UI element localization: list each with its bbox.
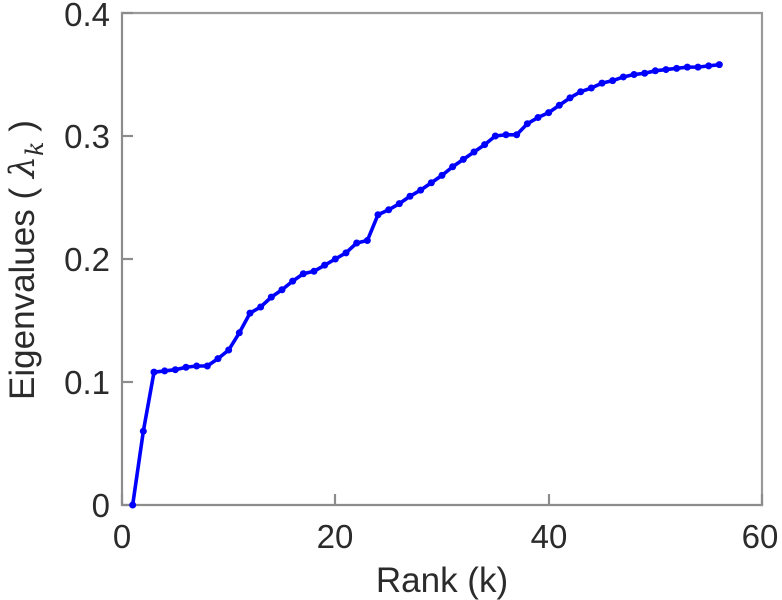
data-point (406, 192, 414, 200)
data-point (598, 79, 606, 87)
data-point (214, 355, 222, 363)
x-tick-label-60: 60 (742, 518, 779, 555)
data-point (630, 71, 638, 78)
y-tick-label-0: 0 (92, 487, 110, 524)
y-tick-marks (122, 11, 133, 507)
data-point (534, 114, 542, 122)
data-point (619, 73, 627, 81)
y-axis-title-group: Eigenvalues ( λk ) (3, 120, 49, 400)
lambda-subscript: k (21, 141, 49, 156)
data-point (395, 200, 403, 208)
data-point (246, 309, 254, 317)
data-point (331, 255, 339, 263)
data-point (353, 239, 361, 247)
data-point (225, 346, 233, 354)
data-point (342, 249, 350, 257)
data-point (502, 131, 510, 139)
x-tick-label-40: 40 (531, 518, 568, 555)
data-point (715, 61, 723, 69)
x-tick-label-0: 0 (113, 518, 131, 555)
data-point (150, 368, 158, 376)
data-point (438, 171, 446, 179)
y-axis-title: Eigenvalues ( λk ) (3, 120, 49, 400)
x-tick-label-20: 20 (317, 518, 354, 555)
data-point (523, 120, 531, 128)
data-point (182, 363, 190, 371)
data-point (374, 211, 382, 219)
y-axis-title-prefix: Eigenvalues ( (3, 178, 42, 400)
data-point (651, 67, 659, 75)
data-point (609, 77, 617, 85)
data-point (694, 63, 702, 71)
y-axis-title-suffix: ) (3, 120, 42, 141)
data-point (566, 94, 574, 102)
data-series-eigenvalues (129, 61, 723, 509)
data-point (385, 206, 393, 214)
data-point (481, 141, 489, 149)
data-point (683, 63, 691, 71)
data-point (545, 109, 553, 117)
data-point (427, 179, 435, 187)
data-point (491, 132, 499, 140)
data-point (513, 131, 521, 139)
data-point (129, 501, 137, 509)
data-point (449, 163, 457, 171)
data-point (278, 286, 286, 294)
y-tick-label-0.3: 0.3 (64, 118, 110, 155)
data-point (577, 88, 585, 96)
data-point (289, 277, 297, 285)
data-point (139, 427, 147, 435)
data-point (161, 367, 169, 375)
data-point (417, 186, 425, 194)
axes-frame (120, 11, 764, 507)
data-point (363, 237, 371, 245)
data-point (587, 84, 595, 92)
x-tick-labels: 0 20 40 60 (113, 518, 779, 555)
data-point (193, 362, 201, 370)
y-tick-labels: 0 0.1 0.2 0.3 0.4 (64, 0, 110, 524)
y-tick-label-0.2: 0.2 (64, 241, 110, 278)
x-tick-marks (120, 494, 764, 505)
data-point (171, 366, 179, 374)
series-line (130, 62, 722, 507)
data-point (641, 69, 649, 77)
axis-left-bottom (120, 11, 764, 507)
data-point (555, 101, 563, 109)
data-point (662, 66, 670, 74)
y-tick-label-0.4: 0.4 (64, 0, 110, 33)
axis-top-right (120, 11, 764, 507)
data-point (235, 329, 243, 337)
data-point (203, 362, 211, 370)
data-point (673, 64, 681, 72)
lambda-symbol: λ (3, 156, 43, 180)
x-axis-title: Rank (k) (376, 561, 508, 600)
series-markers (129, 61, 723, 509)
data-point (705, 62, 713, 70)
data-point (310, 267, 318, 275)
data-point (267, 293, 275, 301)
data-point (299, 270, 307, 278)
data-point (321, 261, 329, 269)
y-tick-label-0.1: 0.1 (64, 364, 110, 401)
data-point (470, 148, 478, 156)
data-point (459, 155, 467, 163)
data-point (257, 303, 265, 311)
